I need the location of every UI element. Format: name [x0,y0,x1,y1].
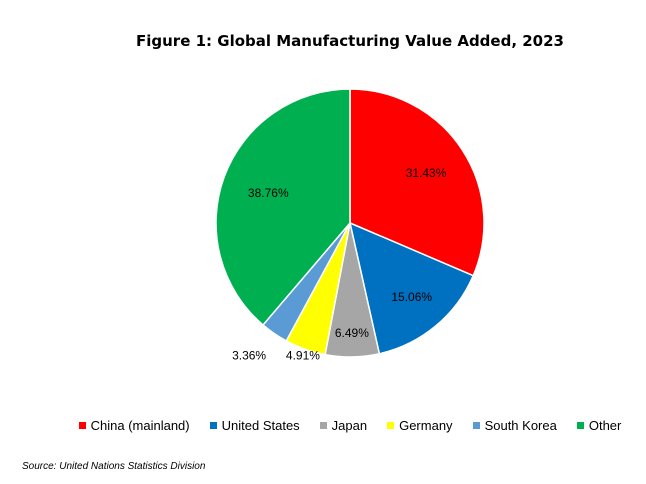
legend-label: Other [588,418,622,433]
pie-slice-united-states [348,221,475,355]
legend-label: United States [221,418,300,433]
legend-swatch [576,422,584,429]
pie-slice-other [215,88,351,326]
legend-label: South Korea [484,418,557,433]
legend-item-united-states: United States [209,418,300,433]
legend-item-south-korea: South Korea [472,418,557,433]
legend-item-other: Other [576,418,622,433]
source-note: Source: United Nations Statistics Divisi… [22,461,206,472]
legend-swatch [319,422,327,429]
chart-title: Figure 1: Global Manufacturing Value Add… [136,32,564,50]
legend-label: Germany [399,418,453,433]
data-label-other: 38.76% [248,186,289,200]
pie-slice-china-mainland [349,88,485,277]
legend-label: China (mainland) [90,418,190,433]
data-label-japan: 6.49% [335,326,369,340]
legend-item-germany: Germany [387,418,453,433]
legend: China (mainland) United States Japan Ger… [0,418,646,433]
data-label-germany: 4.91% [286,349,320,363]
data-label-united-states: 15.06% [391,290,432,304]
legend-swatch [472,422,480,429]
legend-item-japan: Japan [319,418,368,433]
data-label-south-korea: 3.36% [232,349,266,363]
legend-swatch [78,422,86,429]
legend-swatch [387,422,395,429]
legend-item-china: China (mainland) [78,418,190,433]
legend-label: Japan [331,418,368,433]
legend-swatch [209,422,217,429]
data-label-china-mainland: 31.43% [406,166,447,180]
